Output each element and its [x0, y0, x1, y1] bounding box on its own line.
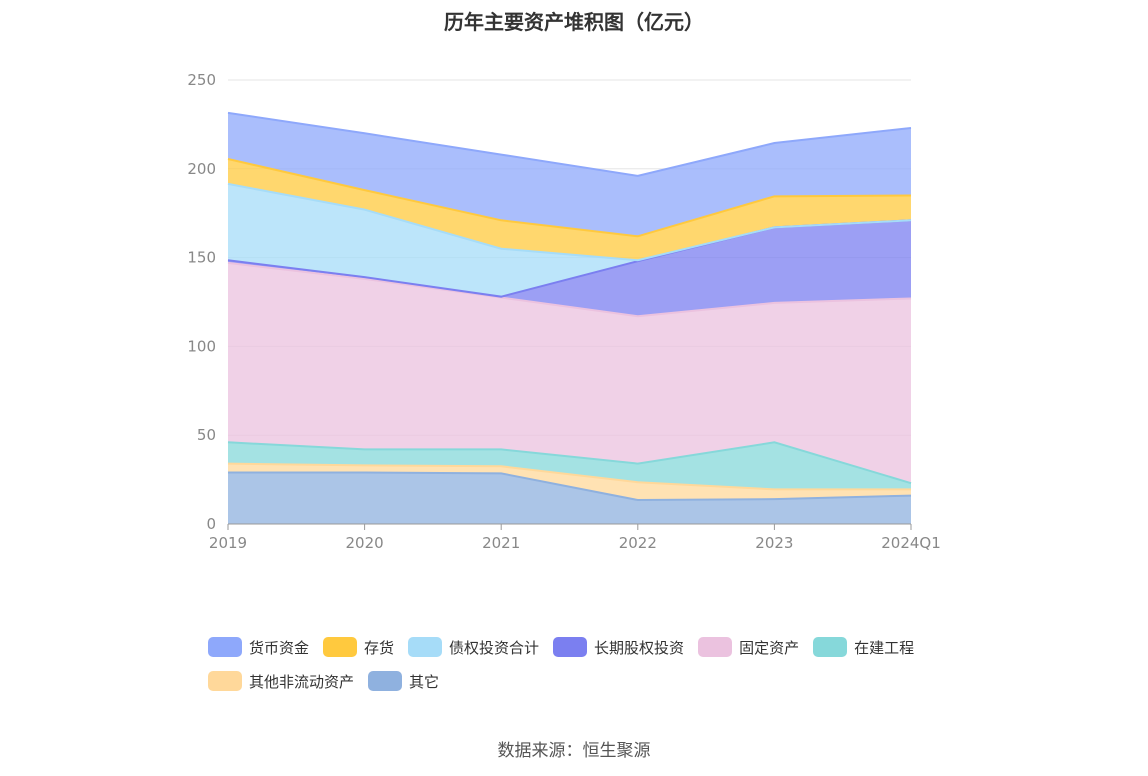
legend-swatch — [553, 637, 588, 657]
legend-swatch — [208, 637, 242, 657]
legend-swatch — [323, 637, 358, 657]
legend-swatch — [813, 637, 848, 657]
area-series-line — [227, 111, 912, 177]
legend-swatch — [408, 637, 443, 657]
legend-label: 固定资产 — [739, 638, 800, 657]
area-series-line — [228, 471, 912, 502]
area-series-line — [227, 158, 912, 238]
legend-swatch — [698, 637, 733, 657]
y-tick-label: 50 — [197, 426, 216, 444]
legend-item[interactable]: 其他非流动资产 — [208, 670, 354, 692]
area-series-line — [227, 261, 912, 318]
area-series-line — [227, 182, 912, 262]
x-tick-label: 2022 — [619, 534, 657, 552]
area-series[interactable] — [228, 220, 911, 317]
stacked-area-chart: 0 50 100 150 200 250 2019 2020 2021 2022 2023 2024Q… — [187, 71, 941, 552]
legend-item[interactable]: 固定资产 — [698, 636, 799, 658]
chart-legend: 货币资金 存货 债权投资合计 长期股权投资 固定资产 在建工程其他非流动资产 其它 — [208, 636, 968, 704]
area-series[interactable] — [228, 472, 911, 524]
x-tick-label: 2020 — [346, 534, 384, 552]
legend-label: 债权投资合计 — [449, 638, 540, 657]
area-series[interactable] — [228, 442, 911, 490]
x-tick-label: 2021 — [482, 534, 520, 552]
area-series-line — [227, 441, 912, 485]
area-series[interactable] — [228, 183, 911, 297]
x-tick-label: 2023 — [755, 534, 793, 552]
y-tick-label: 200 — [187, 160, 216, 178]
x-tick-label: 2024Q1 — [881, 534, 941, 552]
chart-title: 历年主要资产堆积图（亿元） — [444, 10, 704, 34]
y-tick-label: 0 — [206, 515, 216, 533]
legend-label: 货币资金 — [249, 638, 310, 657]
legend-label: 其他非流动资产 — [249, 672, 355, 691]
legend-item[interactable]: 其它 — [368, 670, 439, 692]
area-series[interactable] — [228, 262, 911, 484]
legend-item[interactable]: 在建工程 — [813, 636, 914, 658]
legend-label: 长期股权投资 — [594, 638, 685, 657]
y-tick-label: 250 — [187, 71, 216, 89]
legend-item[interactable]: 货币资金 — [208, 636, 309, 658]
legend-item[interactable]: 长期股权投资 — [553, 636, 684, 658]
legend-item[interactable]: 存货 — [323, 636, 394, 658]
legend-label: 其它 — [409, 672, 440, 691]
data-source-note: 数据来源：恒生聚源 — [497, 741, 651, 761]
y-tick-label: 100 — [187, 337, 216, 355]
legend-swatch — [208, 671, 242, 691]
legend-item[interactable]: 债权投资合计 — [408, 636, 539, 658]
legend-label: 在建工程 — [854, 638, 915, 657]
area-series-line — [227, 462, 911, 491]
legend-swatch — [368, 671, 403, 691]
legend-label: 存货 — [364, 638, 395, 657]
x-tick-label: 2019 — [209, 534, 247, 552]
y-tick-label: 150 — [187, 249, 216, 267]
